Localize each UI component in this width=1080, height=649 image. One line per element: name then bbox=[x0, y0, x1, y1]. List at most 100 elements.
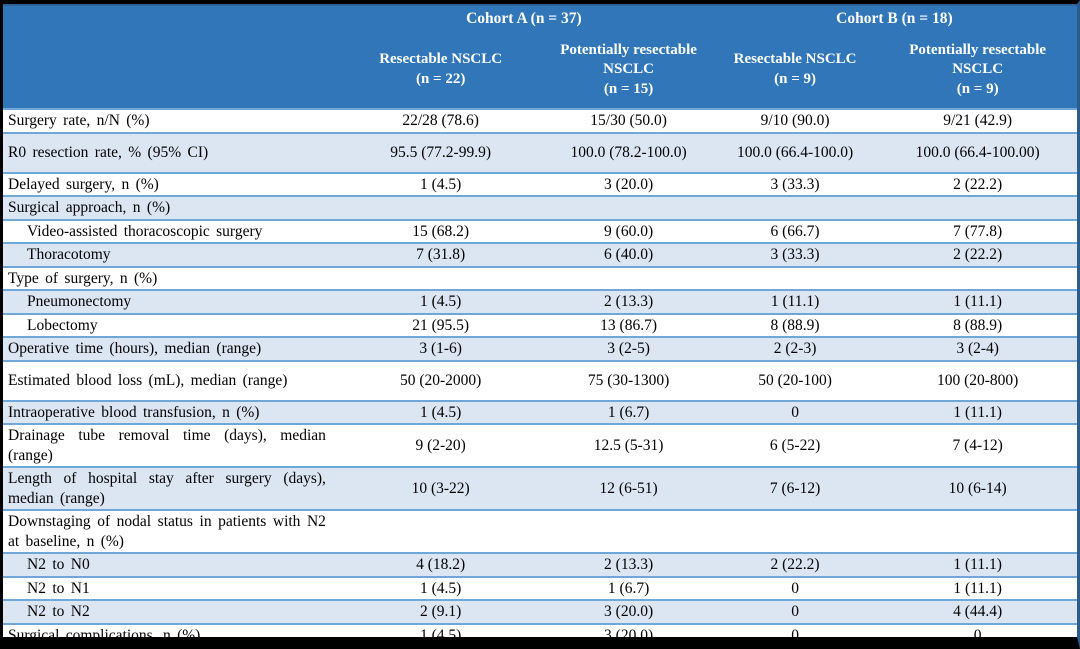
surgical-outcomes-table: Cohort A (n = 37) Cohort B (n = 18) Rese… bbox=[3, 4, 1077, 647]
cell-value: 50 (20-2000) bbox=[335, 359, 546, 401]
cell-value: 9 (60.0) bbox=[545, 218, 712, 243]
column-label: Resectable NSCLC bbox=[379, 51, 503, 67]
row-label: N2 to N2 bbox=[3, 599, 336, 624]
table-row: Surgical approach, n (%) bbox=[3, 195, 1077, 220]
cell-value: 3 (1-6) bbox=[335, 336, 546, 361]
column-n: (n = 15) bbox=[603, 80, 654, 97]
cell-value: 1 (11.1) bbox=[878, 575, 1077, 600]
table-row: Video-assisted thoracoscopic surgery 15 (… bbox=[3, 218, 1077, 243]
table-header: Cohort A (n = 37) Cohort B (n = 18) Rese… bbox=[3, 4, 1077, 109]
column-header-potentially-resectable-b: Potentially resectable NSCLC (n = 9) bbox=[878, 31, 1077, 109]
cell-value: 3 (33.3) bbox=[711, 242, 879, 267]
cell-value: 100.0 (66.4-100.00) bbox=[878, 131, 1077, 173]
row-label: Surgical approach, n (%) bbox=[3, 195, 336, 220]
cell-value: 2 (22.2) bbox=[878, 171, 1077, 196]
cell-value: 4 (44.4) bbox=[878, 599, 1077, 624]
row-label: R0 resection rate, % (95% CI) bbox=[3, 131, 336, 173]
column-header-resectable-a: Resectable NSCLC (n = 22) bbox=[335, 31, 546, 109]
cell-value: 100.0 (78.2-100.0) bbox=[545, 131, 712, 173]
table-row: N2 to N1 1 (4.5) 1 (6.7) 0 1 (11.1) bbox=[3, 575, 1077, 600]
row-label: Type of surgery, n (%) bbox=[3, 265, 336, 290]
cell-value: 3 (20.0) bbox=[545, 622, 712, 647]
table-row: Lobectomy 21 (95.5) 13 (86.7) 8 (88.9) 8 (88… bbox=[3, 312, 1077, 337]
cell-value: 3 (20.0) bbox=[545, 171, 712, 196]
cell-value bbox=[545, 509, 712, 553]
cell-value: 4 (18.2) bbox=[335, 552, 546, 577]
cell-value: 7 (6-12) bbox=[711, 466, 879, 510]
table-row: Surgical complications, n (%) 1 (4.5) 3 (2… bbox=[3, 622, 1077, 647]
cohort-b-header: Cohort B (n = 18) bbox=[711, 4, 1077, 31]
column-header-resectable-b: Resectable NSCLC (n = 9) bbox=[711, 31, 879, 109]
cell-value: 15/30 (50.0) bbox=[545, 108, 712, 133]
cell-value: 95.5 (77.2-99.9) bbox=[335, 131, 546, 173]
column-n: (n = 9) bbox=[774, 71, 816, 87]
column-label: Potentially resectable NSCLC bbox=[560, 41, 697, 77]
cell-value bbox=[711, 265, 879, 290]
row-label: Delayed surgery, n (%) bbox=[3, 171, 336, 196]
cell-value: 1 (4.5) bbox=[335, 171, 546, 196]
table-row: Downstaging of nodal status in patients … bbox=[3, 509, 1077, 553]
cell-value: 1 (11.1) bbox=[878, 289, 1077, 314]
row-label: Thoracotomy bbox=[3, 242, 336, 267]
cell-value: 75 (30-1300) bbox=[545, 359, 712, 401]
header-spacer bbox=[3, 4, 336, 31]
cell-value: 22/28 (78.6) bbox=[335, 108, 546, 133]
cell-value: 100 (20-800) bbox=[878, 359, 1077, 401]
row-label: Intraoperative blood transfusion, n (%) bbox=[3, 399, 336, 424]
table-row: Length of hospital stay after surgery (d… bbox=[3, 466, 1077, 510]
cell-value: 1 (4.5) bbox=[335, 575, 546, 600]
cell-value: 13 (86.7) bbox=[545, 312, 712, 337]
table-row: Surgery rate, n/N (%) 22/28 (78.6) 15/30 (… bbox=[3, 108, 1077, 133]
cell-value bbox=[335, 509, 546, 553]
cell-value: 9/21 (42.9) bbox=[878, 108, 1077, 133]
table-row: N2 to N2 2 (9.1) 3 (20.0) 0 4 (44.4) bbox=[3, 599, 1077, 624]
cell-value: 0 bbox=[878, 622, 1077, 647]
cell-value: 2 (22.2) bbox=[711, 552, 879, 577]
cell-value bbox=[711, 509, 879, 553]
cell-value bbox=[545, 195, 712, 220]
cell-value: 1 (11.1) bbox=[878, 399, 1077, 424]
row-label: Downstaging of nodal status in patients … bbox=[3, 509, 336, 553]
cell-value: 100.0 (66.4-100.0) bbox=[711, 131, 879, 173]
table-row: Drainage tube removal time (days), media… bbox=[3, 423, 1077, 467]
cohort-a-header: Cohort A (n = 37) bbox=[335, 4, 712, 31]
cell-value: 6 (66.7) bbox=[711, 218, 879, 243]
cell-value bbox=[335, 195, 546, 220]
cell-value: 0 bbox=[711, 399, 879, 424]
cell-value: 9/10 (90.0) bbox=[711, 108, 879, 133]
table-row: R0 resection rate, % (95% CI) 95.5 (77.2-… bbox=[3, 131, 1077, 173]
cell-value: 0 bbox=[711, 599, 879, 624]
row-label: Surgical complications, n (%) bbox=[3, 622, 336, 647]
cell-value: 12 (6-51) bbox=[545, 466, 712, 510]
cell-value: 3 (2-5) bbox=[545, 336, 712, 361]
cell-value bbox=[545, 265, 712, 290]
cell-value: 50 (20-100) bbox=[711, 359, 879, 401]
column-n: (n = 22) bbox=[415, 71, 466, 87]
cell-value: 21 (95.5) bbox=[335, 312, 546, 337]
table-row: Delayed surgery, n (%) 1 (4.5) 3 (20.0) 3 (… bbox=[3, 171, 1077, 196]
cell-value: 0 bbox=[711, 575, 879, 600]
header-spacer bbox=[3, 31, 336, 109]
cell-value bbox=[878, 509, 1077, 553]
cell-value: 1 (11.1) bbox=[878, 552, 1077, 577]
cell-value: 2 (22.2) bbox=[878, 242, 1077, 267]
column-n: (n = 9) bbox=[956, 80, 999, 97]
cell-value: 15 (68.2) bbox=[335, 218, 546, 243]
cell-value: 6 (40.0) bbox=[545, 242, 712, 267]
cell-value: 7 (77.8) bbox=[878, 218, 1077, 243]
row-label: Pneumonectomy bbox=[3, 289, 336, 314]
cell-value: 10 (6-14) bbox=[878, 466, 1077, 510]
cell-value bbox=[878, 195, 1077, 220]
row-label: Video-assisted thoracoscopic surgery bbox=[3, 218, 336, 243]
cell-value: 7 (31.8) bbox=[335, 242, 546, 267]
table-row: Intraoperative blood transfusion, n (%) 1… bbox=[3, 399, 1077, 424]
cell-value bbox=[878, 265, 1077, 290]
cell-value: 12.5 (5-31) bbox=[545, 423, 712, 467]
cell-value: 6 (5-22) bbox=[711, 423, 879, 467]
table-row: Pneumonectomy 1 (4.5) 2 (13.3) 1 (11.1) 1 (1… bbox=[3, 289, 1077, 314]
cell-value: 2 (9.1) bbox=[335, 599, 546, 624]
cell-value: 2 (13.3) bbox=[545, 289, 712, 314]
cell-value: 2 (2-3) bbox=[711, 336, 879, 361]
cell-value: 3 (20.0) bbox=[545, 599, 712, 624]
cell-value bbox=[335, 265, 546, 290]
